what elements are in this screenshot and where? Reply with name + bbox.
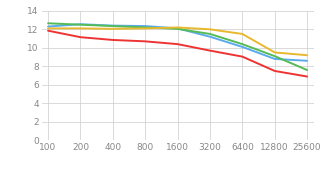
Line: Nikon Z 6II: Nikon Z 6II xyxy=(48,28,307,55)
Sony A6600 xyxy=(143,40,147,42)
Canon EOS R6 xyxy=(240,43,244,45)
Nikon Z 6II xyxy=(143,27,147,30)
Nikon Z 6II xyxy=(240,33,244,35)
Canon EOS R6 xyxy=(273,55,277,57)
Fujifilm X-H2S xyxy=(208,36,212,38)
Nikon Z 6II xyxy=(46,27,50,30)
Sony A6600 xyxy=(46,30,50,32)
Line: Sony A6600: Sony A6600 xyxy=(48,31,307,76)
Nikon Z 6II xyxy=(273,51,277,53)
Line: Fujifilm X-H2S: Fujifilm X-H2S xyxy=(48,24,307,61)
Canon EOS R6 xyxy=(176,28,180,30)
Fujifilm X-H2S xyxy=(111,24,115,27)
Fujifilm X-H2S xyxy=(305,60,309,62)
Fujifilm X-H2S xyxy=(143,25,147,27)
Canon EOS R6 xyxy=(143,26,147,29)
Sony A6600 xyxy=(305,75,309,78)
Canon EOS R6 xyxy=(78,24,82,26)
Fujifilm X-H2S xyxy=(240,46,244,48)
Canon EOS R6 xyxy=(46,22,50,24)
Sony A6600 xyxy=(240,56,244,58)
Nikon Z 6II xyxy=(78,27,82,30)
Canon EOS R6 xyxy=(208,33,212,35)
Nikon Z 6II xyxy=(176,26,180,29)
Sony A6600 xyxy=(273,70,277,72)
Sony A6600 xyxy=(78,36,82,38)
Nikon Z 6II xyxy=(111,28,115,30)
Line: Canon EOS R6: Canon EOS R6 xyxy=(48,23,307,70)
Canon EOS R6 xyxy=(305,69,309,71)
Fujifilm X-H2S xyxy=(78,23,82,25)
Fujifilm X-H2S xyxy=(46,25,50,28)
Nikon Z 6II xyxy=(305,54,309,56)
Sony A6600 xyxy=(176,43,180,45)
Fujifilm X-H2S xyxy=(176,27,180,30)
Canon EOS R6 xyxy=(111,25,115,27)
Sony A6600 xyxy=(208,50,212,52)
Sony A6600 xyxy=(111,39,115,41)
Nikon Z 6II xyxy=(208,28,212,30)
Fujifilm X-H2S xyxy=(273,58,277,60)
